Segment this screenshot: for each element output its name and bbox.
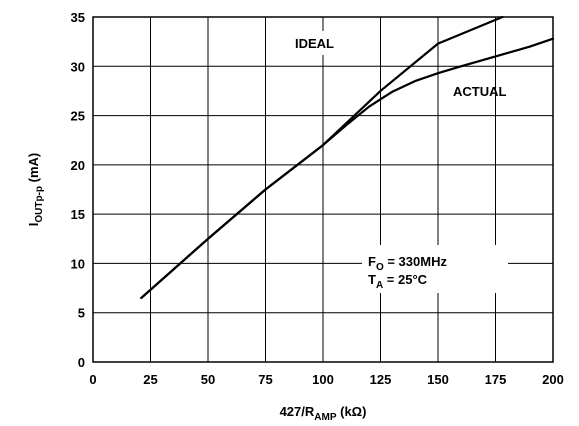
y-tick-label: 10 bbox=[71, 256, 85, 271]
y-tick-label: 5 bbox=[78, 306, 85, 321]
y-axis-label-unit: (mA) bbox=[26, 153, 41, 186]
x-tick-labels: 0 25 50 75 100 125 150 175 200 bbox=[89, 372, 563, 387]
fo-sub: O bbox=[376, 262, 384, 273]
x-tick-label: 125 bbox=[370, 372, 392, 387]
x-tick-label: 25 bbox=[143, 372, 157, 387]
series-lines bbox=[140, 15, 555, 299]
x-tick-label: 0 bbox=[89, 372, 96, 387]
y-axis-label-sub: OUTp-p bbox=[34, 186, 45, 223]
series-actual-line bbox=[140, 37, 555, 299]
y-tick-label: 30 bbox=[71, 59, 85, 74]
ta-sub: A bbox=[376, 280, 383, 291]
x-axis-label-main: 427/R bbox=[280, 404, 315, 419]
x-axis-label: 427/RAMP (kΩ) bbox=[280, 404, 367, 423]
plot-frame bbox=[92, 16, 554, 363]
x-tick-label: 100 bbox=[312, 372, 334, 387]
grid-lines bbox=[93, 17, 553, 362]
x-axis-label-unit: (kΩ) bbox=[337, 404, 367, 419]
x-tick-label: 50 bbox=[201, 372, 215, 387]
fo-main: F bbox=[368, 254, 376, 269]
x-tick-label: 75 bbox=[258, 372, 272, 387]
y-tick-label: 35 bbox=[71, 10, 85, 25]
y-axis-label: IOUTp-p (mA) bbox=[26, 153, 45, 227]
y-tick-labels: 0 5 10 15 20 25 30 35 bbox=[71, 10, 85, 370]
temperature-condition: TA = 25°C bbox=[368, 272, 428, 291]
y-tick-label: 25 bbox=[71, 109, 85, 124]
y-tick-label: 15 bbox=[71, 207, 85, 222]
fo-rest: = 330MHz bbox=[384, 254, 448, 269]
actual-series-label: ACTUAL bbox=[453, 84, 506, 99]
x-axis-label-sub: AMP bbox=[314, 412, 337, 423]
x-tick-label: 200 bbox=[542, 372, 564, 387]
frequency-condition: FO = 330MHz bbox=[368, 254, 447, 273]
y-axis-label-main: I bbox=[26, 223, 41, 227]
y-tick-label: 20 bbox=[71, 158, 85, 173]
ta-rest: = 25°C bbox=[383, 272, 427, 287]
ideal-series-label: IDEAL bbox=[295, 36, 334, 51]
ideal-label-background bbox=[288, 31, 350, 55]
x-tick-label: 175 bbox=[485, 372, 507, 387]
ta-main: T bbox=[368, 272, 376, 287]
x-tick-label: 150 bbox=[427, 372, 449, 387]
conditions-background bbox=[362, 245, 508, 293]
y-tick-label: 0 bbox=[78, 355, 85, 370]
